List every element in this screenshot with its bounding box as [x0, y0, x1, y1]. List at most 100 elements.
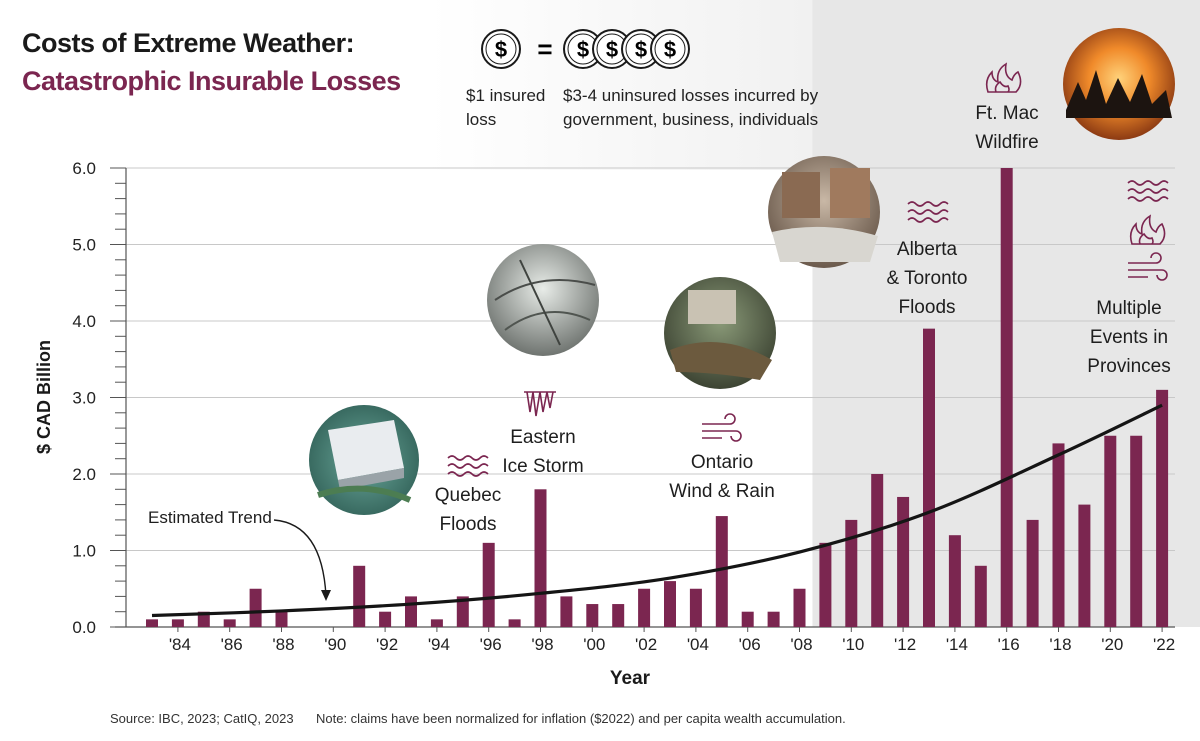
- y-tick-label: 1.0: [72, 542, 96, 561]
- event-label-multiple-line-1: Multiple: [1096, 298, 1162, 319]
- methodology-note: Note: claims have been normalized for in…: [316, 711, 846, 726]
- bar-2001: [612, 604, 625, 627]
- bar-2007: [767, 611, 780, 627]
- y-tick-label: 0.0: [72, 618, 96, 637]
- y-axis-title: $ CAD Billion: [34, 340, 54, 454]
- x-tick-label: '86: [221, 635, 243, 654]
- bar-2013: [923, 328, 935, 627]
- bar-1999: [560, 596, 573, 627]
- y-tick-label: 3.0: [72, 389, 96, 408]
- bar-1994: [430, 619, 443, 627]
- bar-1987: [249, 588, 262, 627]
- bar-2016: [1000, 168, 1013, 627]
- insured-loss-label-line-1: $1 insured: [466, 86, 546, 105]
- bar-2005: [715, 516, 728, 627]
- uninsured-coins-icon: $ $ $ $: [563, 29, 690, 69]
- x-tick-label: '20: [1101, 635, 1123, 654]
- event-label-ice-storm-line-2: Ice Storm: [502, 456, 584, 477]
- bar-1996: [482, 542, 495, 627]
- ontario-wind-icon: [702, 413, 742, 442]
- uninsured-coin-icon-3: $: [621, 29, 661, 69]
- quebec-flood-wave-icon: [447, 455, 489, 477]
- event-label-eastern-ice-storm: Eastern Ice Storm: [488, 423, 598, 481]
- event-label-ft-mac-wildfire: Ft. Mac Wildfire: [957, 99, 1057, 157]
- bar-2018: [1052, 443, 1065, 627]
- source-note: Source: IBC, 2023; CatIQ, 2023: [110, 711, 294, 726]
- x-tick-label: '14: [946, 635, 968, 654]
- y-tick-label: 6.0: [72, 159, 96, 178]
- event-label-alberta-toronto-floods: Alberta & Toronto Floods: [873, 235, 981, 322]
- event-label-alberta-line-2: & Toronto: [886, 268, 968, 289]
- y-axis-tick-labels: 0.0 1.0 2.0 3.0 4.0 5.0 6.0: [72, 159, 96, 637]
- event-label-quebec-floods: Quebec Floods: [418, 481, 518, 539]
- bar-1983: [146, 619, 158, 627]
- bar-2017: [1026, 519, 1039, 627]
- equals-sign: =: [537, 34, 552, 64]
- chart-title-line-2: Catastrophic Insurable Losses: [22, 66, 401, 96]
- event-label-quebec-line-1: Quebec: [434, 485, 502, 506]
- event-label-ft-mac-line-1: Ft. Mac: [975, 103, 1039, 124]
- bar-1984: [171, 619, 184, 627]
- alberta-flood-wave-icon: [907, 201, 949, 223]
- bar-1985: [197, 611, 210, 627]
- x-tick-label: '10: [842, 635, 864, 654]
- insured-loss-label: $1 insured loss: [466, 84, 556, 132]
- x-tick-label: '12: [894, 635, 916, 654]
- trend-arrow-icon: [273, 519, 331, 601]
- uninsured-loss-label-line-1: $3-4 uninsured losses incurred by: [563, 86, 819, 105]
- multiple-wind-icon: [1128, 252, 1168, 281]
- x-tick-label: '16: [998, 635, 1020, 654]
- bar-1995: [456, 596, 469, 627]
- y-tick-label: 2.0: [72, 465, 96, 484]
- x-tick-label: '96: [480, 635, 502, 654]
- x-tick-label: '02: [635, 635, 657, 654]
- event-label-multiple-events: Multiple Events in Provinces: [1074, 294, 1184, 381]
- alberta-flood-photo: [768, 156, 880, 268]
- ice-storm-photo: [487, 244, 599, 356]
- bar-1988: [275, 611, 288, 627]
- event-label-ontario-wind-rain: Ontario Wind & Rain: [660, 448, 784, 506]
- svg-text:$: $: [635, 37, 647, 62]
- x-tick-label: '00: [583, 635, 605, 654]
- event-label-multiple-line-2: Events in: [1089, 327, 1169, 348]
- x-tick-label: '88: [272, 635, 294, 654]
- uninsured-loss-label-line-2: government, business, individuals: [563, 110, 819, 129]
- bar-1993: [405, 596, 417, 627]
- bar-1986: [223, 619, 236, 627]
- uninsured-loss-label: $3-4 uninsured losses incurred by govern…: [563, 84, 833, 132]
- bar-2003: [664, 581, 676, 627]
- x-tick-label: '18: [1049, 635, 1071, 654]
- x-tick-label: '92: [376, 635, 398, 654]
- event-label-alberta-line-1: Alberta: [896, 239, 958, 260]
- bar-2010: [845, 519, 858, 627]
- event-label-quebec-line-2: Floods: [439, 514, 497, 535]
- y-tick-label: 4.0: [72, 312, 96, 331]
- bar-2006: [741, 611, 754, 627]
- svg-text:$: $: [664, 37, 676, 62]
- ontario-storm-photo: [664, 277, 776, 389]
- event-label-ontario-line-1: Ontario: [690, 452, 754, 473]
- bar-2015: [974, 565, 987, 627]
- bar-2012: [897, 496, 910, 627]
- x-tick-label: '22: [1153, 635, 1175, 654]
- bar-1997: [508, 619, 521, 627]
- chart-title-line-1: Costs of Extreme Weather:: [22, 28, 355, 58]
- insured-loss-label-line-2: loss: [466, 110, 497, 129]
- event-label-alberta-line-3: Floods: [898, 297, 956, 318]
- x-tick-label: '04: [687, 635, 709, 654]
- bars: [146, 168, 1169, 627]
- event-label-ft-mac-line-2: Wildfire: [975, 132, 1039, 153]
- x-axis-tick-labels: '84 '86 '88 '90 '92 '94 '96 '98 '00 '02 '04 '06 '08 '…: [169, 627, 1175, 654]
- event-label-ice-storm-line-1: Eastern: [510, 427, 576, 448]
- gridlines: [126, 167, 1175, 551]
- y-axis-minor-ticks: [110, 167, 126, 628]
- multiple-wave-icon: [1127, 180, 1169, 202]
- bar-2019: [1078, 504, 1091, 627]
- x-tick-label: '06: [739, 635, 761, 654]
- bar-2020: [1104, 435, 1117, 627]
- uninsured-coin-icon-4: $: [650, 29, 690, 69]
- x-tick-label: '90: [324, 635, 346, 654]
- bar-1998: [534, 489, 547, 627]
- quebec-flood-photo: [309, 405, 419, 515]
